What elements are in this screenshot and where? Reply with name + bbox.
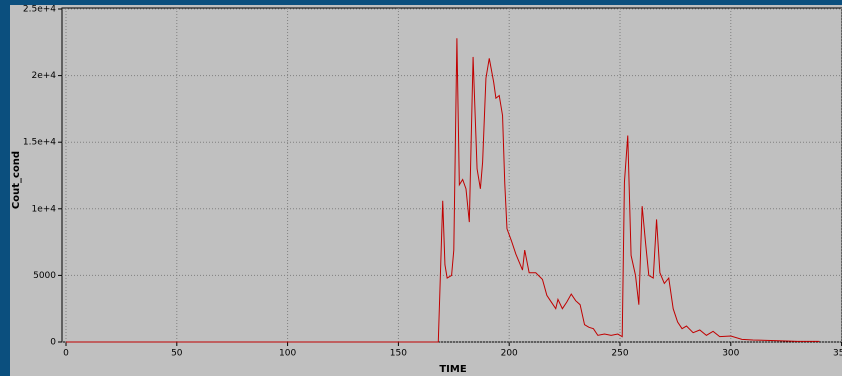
- y-tick-label: 5000: [33, 271, 56, 281]
- y-tick-label: 2e+4: [31, 71, 56, 81]
- y-tick-label: 1e+4: [31, 204, 56, 214]
- x-tick-label: 250: [611, 349, 628, 359]
- x-tick-label: 0: [63, 349, 69, 359]
- x-tick-label: 350: [833, 349, 842, 359]
- y-axis-label: Cout_cond: [11, 151, 22, 209]
- x-tick-label: 150: [390, 349, 407, 359]
- y-tick-label: 0: [50, 338, 56, 348]
- y-tick-label: 1.5e+4: [23, 138, 56, 148]
- x-axis-label: TIME: [439, 364, 466, 375]
- data-line: [66, 38, 820, 343]
- plot-area: [61, 7, 842, 343]
- x-tick-label: 50: [171, 349, 183, 359]
- x-tick-label: 200: [501, 349, 518, 359]
- x-tick-label: 300: [722, 349, 739, 359]
- x-tick-label: 100: [279, 349, 296, 359]
- y-tick-label: 2.5e+4: [23, 5, 56, 15]
